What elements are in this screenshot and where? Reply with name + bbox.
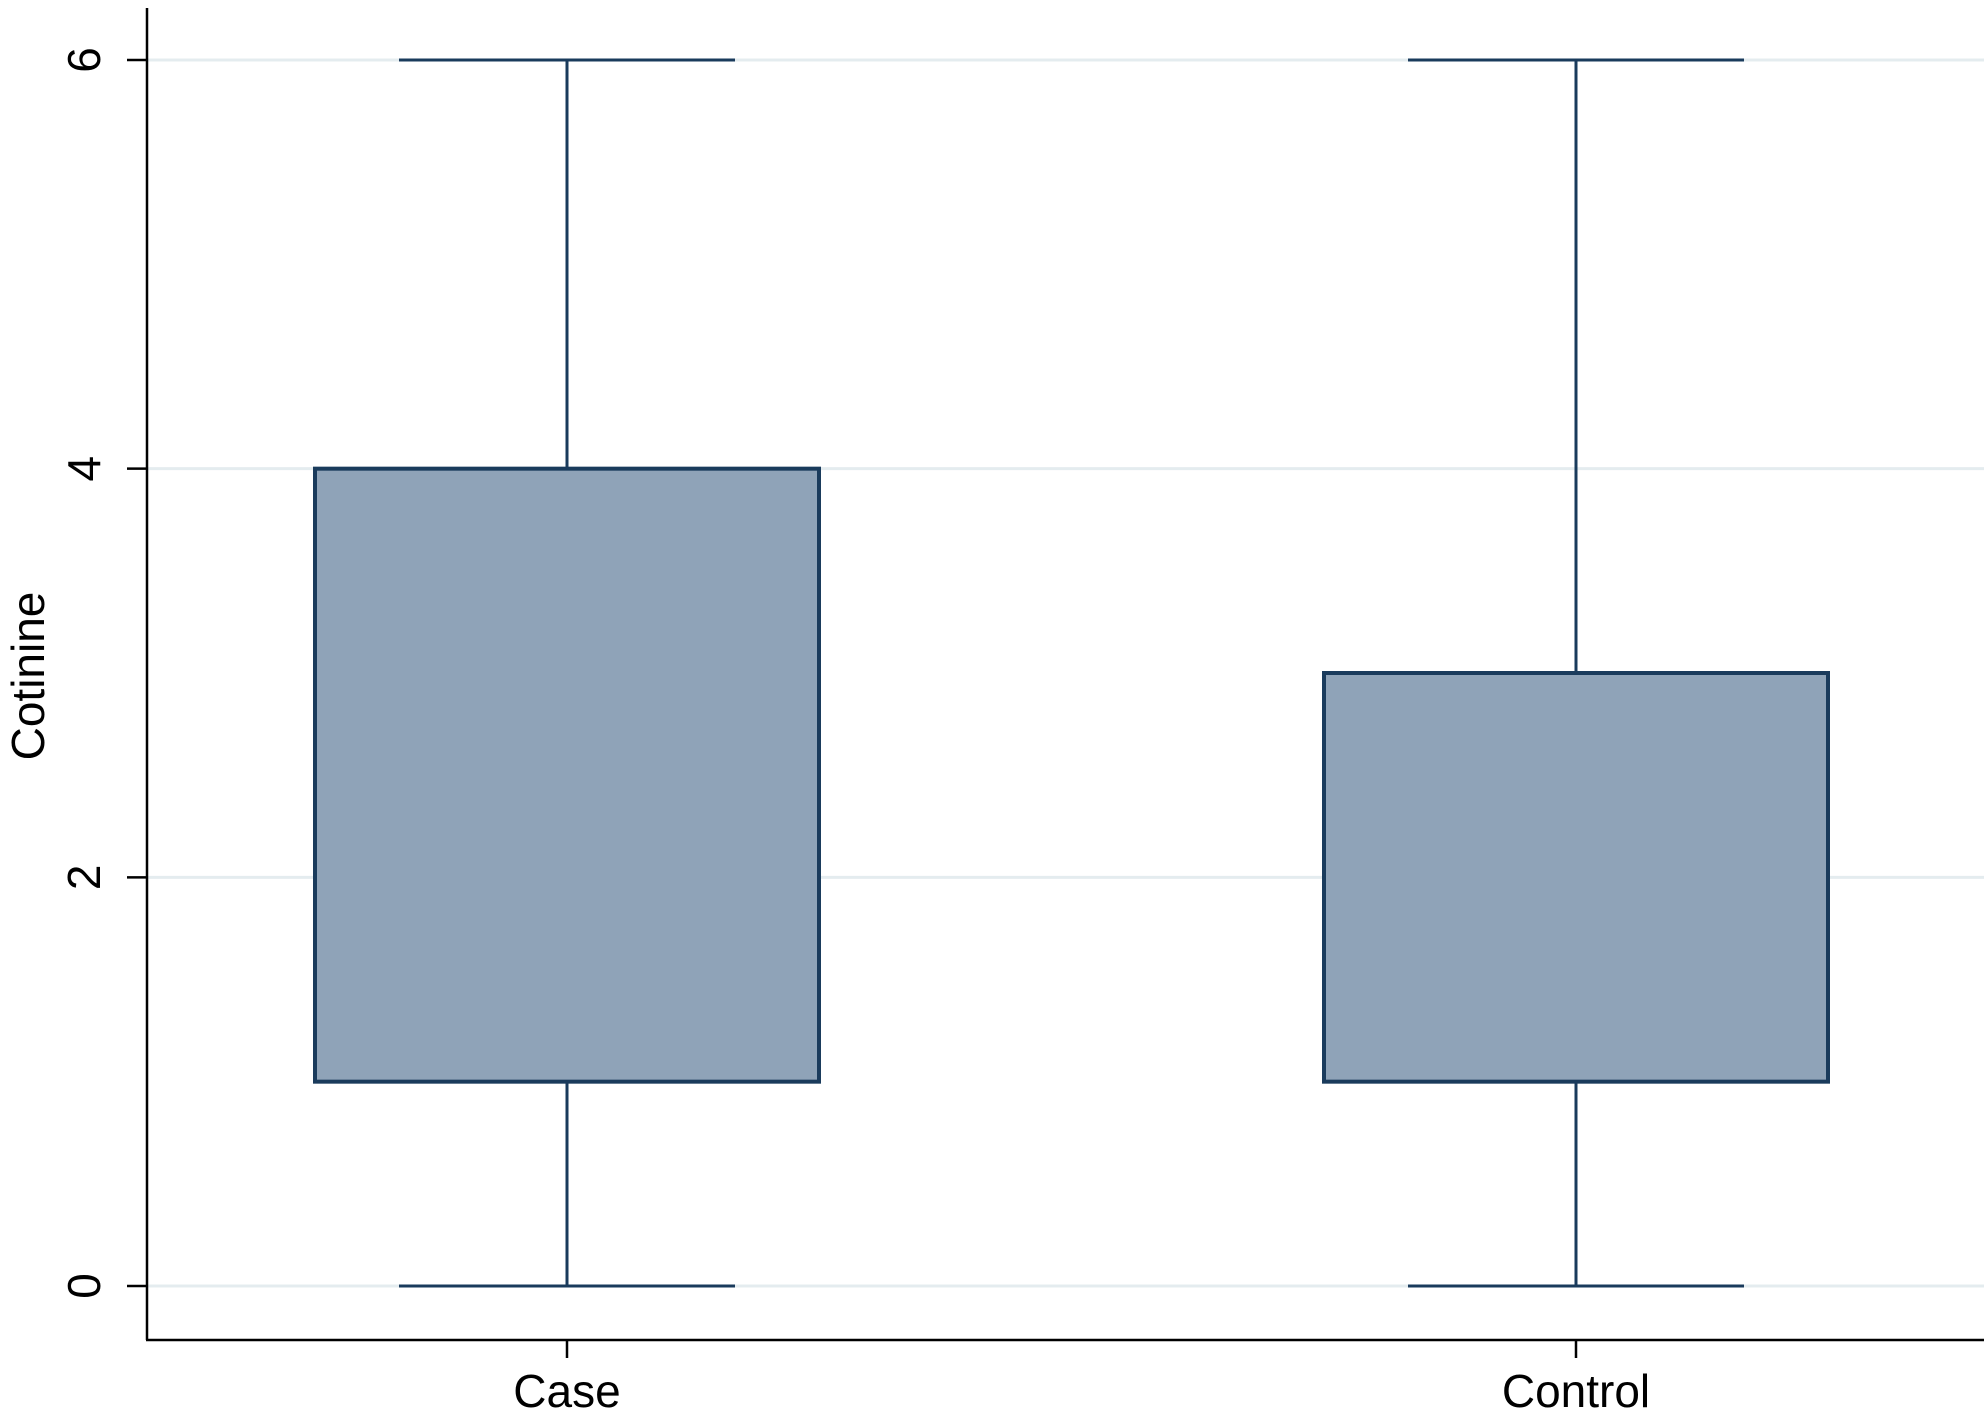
axes xyxy=(145,8,1984,1342)
y-tick-label-2: 2 xyxy=(58,865,110,891)
y-tick-label-6: 6 xyxy=(58,47,110,73)
box-case xyxy=(313,58,821,1288)
box-control xyxy=(1322,58,1830,1288)
x-category-label-control: Control xyxy=(1502,1365,1650,1417)
boxes xyxy=(313,58,1830,1288)
x-category-labels: Case Control xyxy=(513,1340,1650,1417)
iqr-box-case xyxy=(313,466,821,1084)
y-axis-title: Cotinine xyxy=(2,592,54,761)
y-ticks: 0 2 4 6 xyxy=(58,47,147,1299)
y-tick-label-4: 4 xyxy=(58,456,110,482)
y-tick-label-0: 0 xyxy=(58,1273,110,1299)
iqr-box-control xyxy=(1322,671,1830,1084)
x-category-label-case: Case xyxy=(513,1365,620,1417)
